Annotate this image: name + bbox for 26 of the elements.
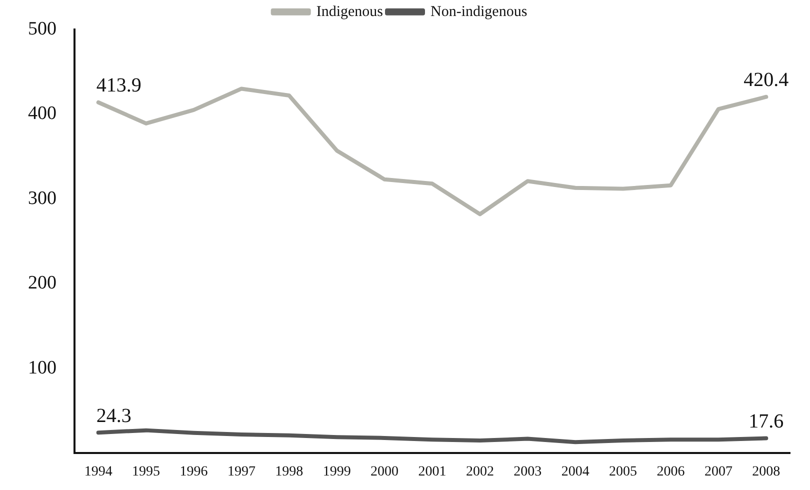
data-label: 420.4 [744, 69, 789, 92]
y-tick-label: 100 [28, 357, 56, 378]
x-tick-label: 1994 [84, 464, 112, 480]
x-tick-label: 2007 [704, 464, 732, 480]
x-tick-label: 2001 [418, 464, 446, 480]
legend-label: Indigenous [316, 4, 384, 20]
x-tick-label: 1995 [132, 464, 160, 480]
x-tick-label: 2000 [370, 464, 399, 480]
y-tick-label: 200 [28, 272, 56, 294]
x-tick-label: 1997 [227, 464, 256, 480]
x-tick-label: 2008 [752, 464, 780, 480]
y-tick-label: 300 [28, 188, 56, 209]
x-tick-label: 2006 [656, 464, 685, 480]
x-tick-label: 1996 [180, 464, 208, 480]
legend-label: Non-indigenous [430, 4, 528, 20]
data-label: 413.9 [96, 74, 142, 97]
x-tick-label: 1998 [275, 464, 304, 480]
x-tick-label: 2002 [466, 464, 494, 480]
x-tick-label: 2004 [561, 464, 590, 480]
data-label: 24.3 [96, 404, 132, 427]
y-tick-label: 500 [28, 18, 56, 40]
x-tick-label: 2003 [514, 464, 542, 480]
data-label: 17.6 [748, 410, 784, 433]
x-tick-label: 1999 [322, 464, 351, 480]
y-tick-label: 400 [28, 103, 56, 124]
x-tick-label: 2005 [609, 464, 638, 480]
